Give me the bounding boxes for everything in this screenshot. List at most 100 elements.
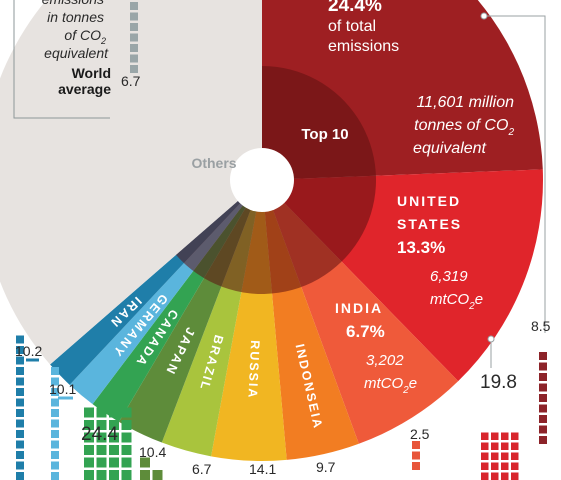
legend-world-line1: World xyxy=(72,65,111,81)
per-capita-russia: 14.1 xyxy=(249,461,276,477)
stack-iran xyxy=(16,335,24,480)
stack-canada-square xyxy=(121,432,132,443)
stack-canada-square xyxy=(84,420,94,430)
per-capita-india: 2.5 xyxy=(410,426,430,442)
stack-canada-square xyxy=(84,407,94,418)
stack-us-square xyxy=(501,452,509,460)
label-russia: RUSSIA xyxy=(245,340,262,400)
stack-us-square xyxy=(501,432,509,440)
stack-japan xyxy=(140,457,163,480)
stack-us-square xyxy=(491,462,499,470)
per-capita-us: 19.8 xyxy=(480,372,517,393)
us-leader-dot xyxy=(487,335,495,343)
stack-iran-square xyxy=(16,461,24,470)
stack-germany-square xyxy=(51,388,59,396)
stack-germany-square xyxy=(51,419,59,428)
stack-us-square xyxy=(481,462,489,470)
us-share: 13.3% xyxy=(397,238,445,257)
stack-canada-square xyxy=(84,457,94,468)
stack-japan-square xyxy=(140,470,150,480)
stack-canada-square xyxy=(96,432,107,443)
stack-iran-square xyxy=(16,472,24,480)
legend-line2: in tonnes xyxy=(47,9,104,25)
us-label-line2: STATES xyxy=(397,216,462,232)
stack-iran-square xyxy=(16,430,24,438)
stack-china-square xyxy=(539,373,547,381)
stack-canada-square xyxy=(96,457,107,468)
stack-india-square xyxy=(412,462,420,470)
legend-stack-squares xyxy=(130,2,138,73)
stack-iran-square xyxy=(16,440,24,449)
us-label-line1: UNITED xyxy=(397,193,461,209)
stack-india-square xyxy=(412,451,420,460)
china-leader-dot xyxy=(480,12,488,20)
legend-stack-squares-square xyxy=(130,33,138,42)
legend-stack-squares-square xyxy=(130,65,138,73)
stack-us-square xyxy=(511,432,519,440)
stack-us-square xyxy=(481,452,489,460)
stack-canada-square xyxy=(121,407,132,418)
legend-stack-squares-square xyxy=(130,12,138,21)
stack-canada-square xyxy=(96,445,107,455)
legend-stack-squares-square xyxy=(130,54,138,63)
per-capita-japan: 10.4 xyxy=(139,444,166,460)
stack-iran-square xyxy=(16,451,24,459)
stack-us-square xyxy=(491,442,499,450)
stack-germany-square xyxy=(51,398,59,407)
stack-canada-square xyxy=(121,420,132,430)
stack-germany xyxy=(51,367,59,480)
stack-us-square xyxy=(481,442,489,450)
china-leader-line xyxy=(484,15,546,333)
stack-canada-square xyxy=(84,445,94,455)
stack-china xyxy=(539,352,547,444)
stack-canada-square xyxy=(96,470,107,480)
pie-slice-others xyxy=(0,0,262,365)
stack-china-square xyxy=(539,394,547,402)
stack-canada-square xyxy=(109,432,119,443)
stack-iran-square xyxy=(16,388,24,396)
india-unit: mtCO2e xyxy=(364,375,417,396)
stack-iran-square xyxy=(16,419,24,428)
stack-iran-square xyxy=(16,346,24,354)
per-capita-stacks xyxy=(16,2,547,480)
stack-canada-square xyxy=(109,407,119,418)
legend-bracket xyxy=(13,0,110,119)
per-capita-values: 8.5 19.8 2.5 9.7 14.1 6.7 10.4 24.4 10.1… xyxy=(15,318,551,477)
stack-germany-square xyxy=(51,472,59,480)
us-amount: 6,319 xyxy=(430,268,468,285)
stack-germany-square xyxy=(51,451,59,459)
stack-japan-square xyxy=(140,457,150,468)
stack-india xyxy=(412,441,420,470)
stack-us-square xyxy=(501,442,509,450)
stack-canada-square xyxy=(109,457,119,468)
legend-world-line2: average xyxy=(58,81,111,97)
stack-germany-square xyxy=(51,430,59,438)
china-amount-line1: 11,601 million xyxy=(416,94,514,111)
top10-label: Top 10 xyxy=(301,126,348,143)
stack-germany-square xyxy=(51,461,59,470)
legend-stack-squares-square xyxy=(130,2,138,10)
stack-china-square xyxy=(539,352,547,360)
per-capita-china: 8.5 xyxy=(531,318,551,334)
stack-us-square xyxy=(501,462,509,470)
stack-india-square xyxy=(412,441,420,449)
stack-china-square xyxy=(539,436,547,444)
stack-iran-square xyxy=(16,356,24,365)
stack-china-square xyxy=(539,404,547,413)
stack-us-square xyxy=(511,442,519,450)
legend-line1: emissions xyxy=(42,0,104,7)
china-share: 24.4% xyxy=(328,0,382,16)
stack-canada-square xyxy=(109,445,119,455)
stack-germany-square xyxy=(51,440,59,449)
stack-china-square xyxy=(539,362,547,371)
china-line2: emissions xyxy=(328,38,399,55)
per-capita-iran: 10.2 xyxy=(15,343,42,359)
per-capita-brazil: 6.7 xyxy=(192,461,212,477)
legend-stack-squares-square xyxy=(130,23,138,31)
legend-line3: of CO2 xyxy=(64,27,106,46)
stack-us-square xyxy=(511,452,519,460)
donut-hole xyxy=(230,148,294,212)
stack-china-square xyxy=(539,415,547,423)
stack-canada xyxy=(84,407,132,480)
stack-japan-square xyxy=(152,470,163,480)
